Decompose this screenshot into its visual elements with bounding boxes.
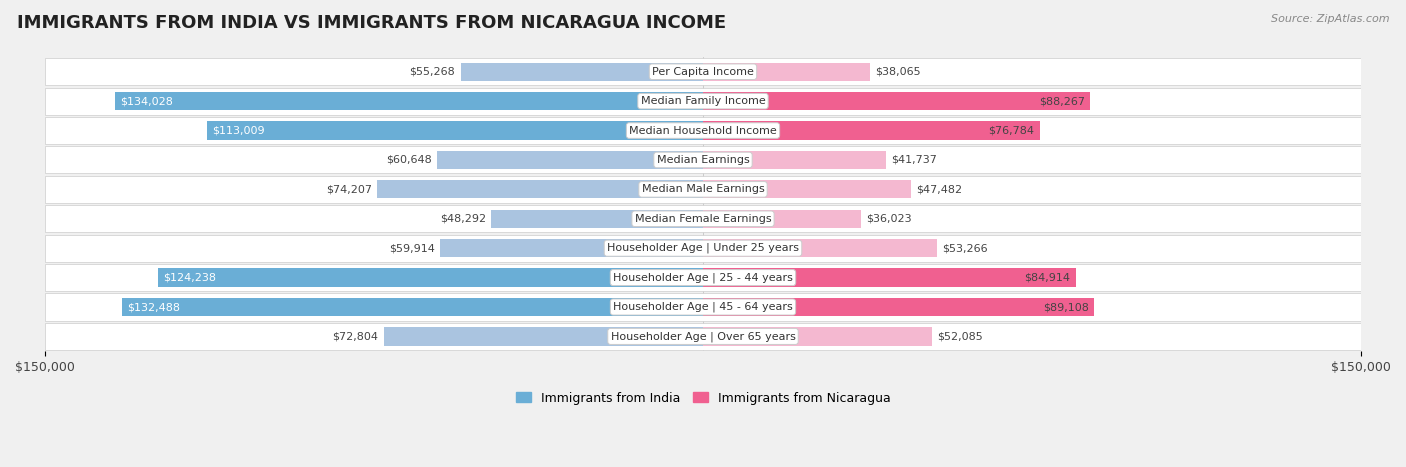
Text: $72,804: $72,804	[332, 332, 378, 341]
Text: $89,108: $89,108	[1043, 302, 1088, 312]
Bar	[45, 88, 1361, 115]
Bar	[703, 239, 936, 257]
Bar	[703, 180, 911, 198]
Text: $41,737: $41,737	[891, 155, 938, 165]
Bar	[45, 234, 1361, 262]
Legend: Immigrants from India, Immigrants from Nicaragua: Immigrants from India, Immigrants from N…	[510, 387, 896, 410]
Text: $76,784: $76,784	[988, 126, 1035, 135]
Bar	[377, 180, 703, 198]
Text: Median Earnings: Median Earnings	[657, 155, 749, 165]
Bar	[703, 269, 1076, 287]
Text: $55,268: $55,268	[409, 67, 456, 77]
Bar	[207, 121, 703, 140]
Bar	[45, 264, 1361, 291]
Bar	[157, 269, 703, 287]
Bar	[703, 92, 1090, 110]
Bar	[703, 327, 932, 346]
Bar	[491, 210, 703, 228]
Text: Median Household Income: Median Household Income	[628, 126, 778, 135]
Text: $132,488: $132,488	[127, 302, 180, 312]
Bar	[437, 151, 703, 169]
Bar	[45, 176, 1361, 203]
Bar	[45, 205, 1361, 232]
Bar	[384, 327, 703, 346]
Text: IMMIGRANTS FROM INDIA VS IMMIGRANTS FROM NICARAGUA INCOME: IMMIGRANTS FROM INDIA VS IMMIGRANTS FROM…	[17, 14, 725, 32]
Text: Householder Age | 45 - 64 years: Householder Age | 45 - 64 years	[613, 302, 793, 312]
Bar	[703, 151, 886, 169]
Text: $36,023: $36,023	[866, 214, 912, 224]
Text: Median Family Income: Median Family Income	[641, 96, 765, 106]
Text: Median Female Earnings: Median Female Earnings	[634, 214, 772, 224]
Bar	[45, 147, 1361, 173]
Text: $59,914: $59,914	[389, 243, 434, 253]
Bar	[461, 63, 703, 81]
Bar	[703, 63, 870, 81]
Bar	[703, 121, 1040, 140]
Text: Householder Age | Under 25 years: Householder Age | Under 25 years	[607, 243, 799, 254]
Bar	[703, 210, 860, 228]
Text: $74,207: $74,207	[326, 184, 373, 194]
Text: Householder Age | 25 - 44 years: Householder Age | 25 - 44 years	[613, 272, 793, 283]
Bar	[703, 298, 1094, 316]
Text: $52,085: $52,085	[936, 332, 983, 341]
Bar	[45, 293, 1361, 320]
Bar	[45, 117, 1361, 144]
Text: $124,238: $124,238	[163, 273, 217, 283]
Text: $84,914: $84,914	[1024, 273, 1070, 283]
Bar	[45, 323, 1361, 350]
Text: $113,009: $113,009	[212, 126, 266, 135]
Text: $53,266: $53,266	[942, 243, 987, 253]
Text: Source: ZipAtlas.com: Source: ZipAtlas.com	[1271, 14, 1389, 24]
Text: $48,292: $48,292	[440, 214, 486, 224]
Text: $88,267: $88,267	[1039, 96, 1085, 106]
Text: $38,065: $38,065	[876, 67, 921, 77]
Bar	[115, 92, 703, 110]
Text: $60,648: $60,648	[385, 155, 432, 165]
Bar	[122, 298, 703, 316]
Text: Per Capita Income: Per Capita Income	[652, 67, 754, 77]
Text: $134,028: $134,028	[121, 96, 173, 106]
Text: $47,482: $47,482	[917, 184, 963, 194]
Text: Householder Age | Over 65 years: Householder Age | Over 65 years	[610, 331, 796, 342]
Bar	[45, 58, 1361, 85]
Bar	[440, 239, 703, 257]
Text: Median Male Earnings: Median Male Earnings	[641, 184, 765, 194]
